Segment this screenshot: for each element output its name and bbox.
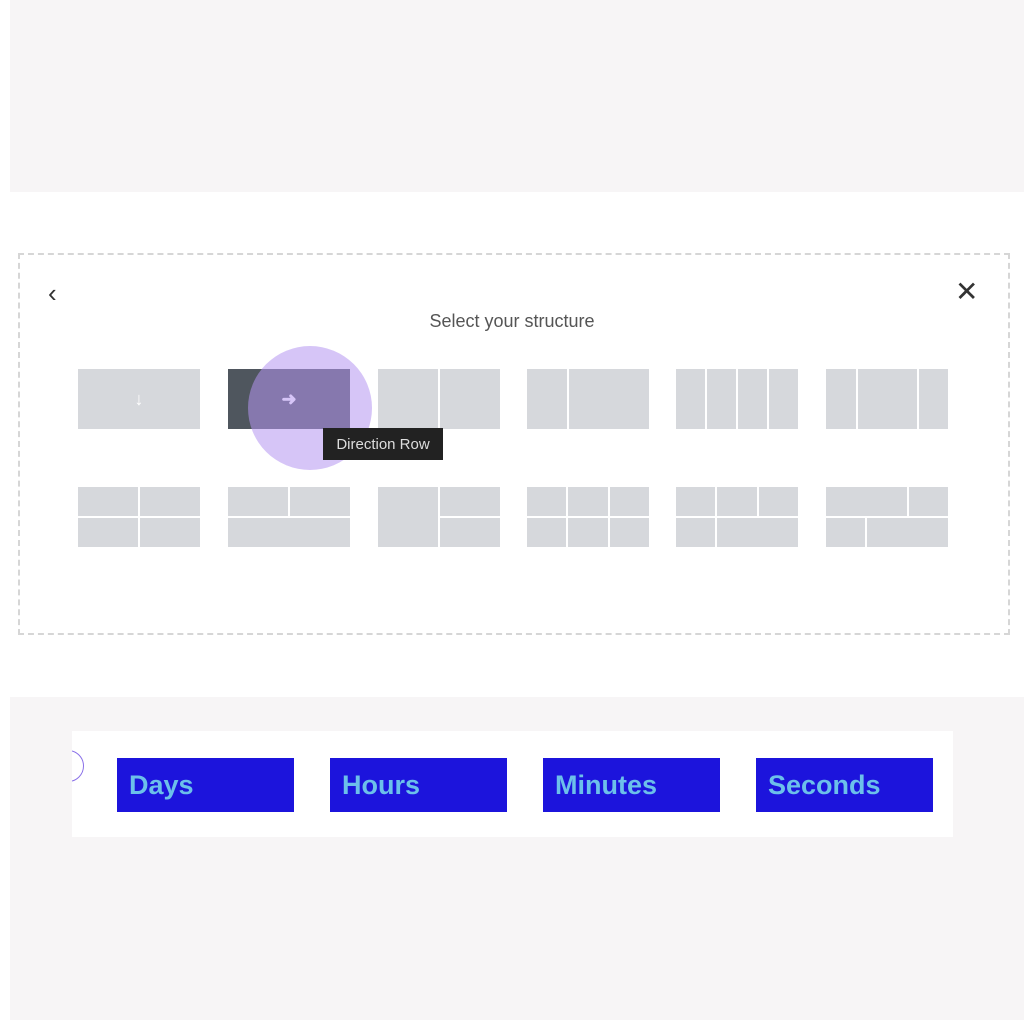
structure-3-top-2-bottom[interactable] — [676, 487, 798, 547]
structure-mixed-grid[interactable] — [826, 487, 948, 547]
structure-direction-column[interactable]: ↓ — [78, 369, 200, 429]
structure-3x2-grid[interactable] — [527, 487, 649, 547]
top-section — [10, 0, 1024, 192]
structure-1-2-columns[interactable] — [527, 369, 649, 429]
structure-2x2-grid[interactable] — [78, 487, 200, 547]
arrow-right-icon: ➜ — [228, 369, 350, 429]
countdown-seconds: Seconds — [756, 758, 933, 812]
structure-direction-row[interactable]: ➜ — [228, 369, 350, 429]
structure-2-top-1-bottom[interactable] — [228, 487, 350, 547]
modal-title: Select your structure — [429, 311, 595, 331]
countdown-days: Days — [117, 758, 294, 812]
structure-4-columns[interactable] — [676, 369, 798, 429]
structure-2-columns[interactable] — [378, 369, 500, 429]
tooltip: Direction Row — [323, 428, 443, 460]
countdown-minutes: Minutes — [543, 758, 720, 812]
structure-1-left-2-right[interactable] — [378, 487, 500, 547]
structure-1-2-1-columns[interactable] — [826, 369, 948, 429]
arrow-down-icon: ↓ — [78, 369, 200, 429]
structure-selector — [18, 253, 1010, 635]
close-icon[interactable]: ✕ — [955, 276, 979, 307]
chevron-left-icon[interactable]: ‹ — [48, 278, 57, 308]
countdown-hours: Hours — [330, 758, 507, 812]
